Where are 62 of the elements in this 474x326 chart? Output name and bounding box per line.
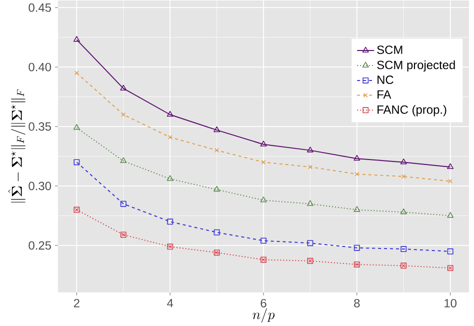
y-tick-label: 0.45 (28, 3, 51, 12)
point (121, 112, 126, 117)
point (168, 135, 172, 140)
y-tick-label: 0.35 (28, 122, 51, 131)
point (74, 70, 79, 76)
legend-label: FA (378, 90, 392, 99)
point (261, 160, 266, 164)
x-axis-title: $n/p$ (252, 308, 275, 323)
point (400, 262, 407, 269)
point (447, 212, 454, 218)
point (400, 208, 407, 214)
point (354, 172, 360, 176)
point (354, 262, 360, 268)
x-tick-label: 6 (260, 298, 266, 308)
x-tick-label: 4 (167, 298, 174, 308)
legend-label: NC (378, 76, 394, 84)
legend-label: SCM projected (377, 60, 455, 72)
point (400, 246, 407, 252)
y-axis-title: $\|\hat{\boldsymbol{\Sigma}}-\boldsymbol{\Sigma}^{\star}\|_F/\|\boldsymbol{\Sigma}^{\star}\|_F$ (8, 89, 26, 202)
point (74, 159, 80, 166)
point (120, 84, 127, 91)
point (167, 244, 174, 250)
point (214, 229, 220, 236)
x-tick-label: 2 (74, 298, 80, 308)
point (400, 158, 407, 164)
y-tick-label: 0.30 (28, 182, 52, 190)
point (73, 124, 80, 130)
point (214, 250, 220, 256)
point (166, 110, 174, 117)
point (73, 36, 80, 42)
point (447, 248, 454, 254)
point (447, 163, 454, 170)
point (214, 148, 220, 153)
point (260, 196, 267, 202)
legend-label: SCM (377, 46, 402, 54)
point (308, 164, 312, 170)
point (167, 218, 174, 225)
point (306, 200, 314, 206)
point (307, 258, 314, 264)
point (120, 200, 126, 207)
point (120, 232, 126, 238)
point (306, 146, 314, 152)
x-tick-label: 10 (444, 298, 456, 308)
point (260, 238, 266, 244)
y-tick-label: 0.40 (28, 62, 52, 72)
point (214, 126, 220, 132)
point (401, 174, 406, 179)
point (74, 206, 80, 213)
point (354, 154, 360, 161)
point (260, 140, 267, 146)
point (120, 157, 127, 164)
point (166, 175, 174, 181)
point (354, 244, 360, 251)
point (447, 265, 454, 272)
point (354, 206, 360, 212)
point (448, 179, 453, 184)
point (260, 256, 266, 263)
point (214, 186, 220, 192)
legend-label: FANC (prop.) (378, 105, 446, 116)
point (307, 240, 314, 246)
x-tick-label: 8 (354, 298, 360, 308)
y-tick-label: 0.25 (28, 241, 51, 250)
